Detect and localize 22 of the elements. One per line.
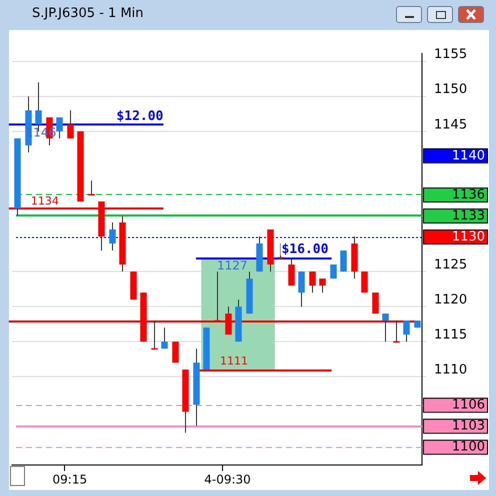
ref-line-label: 1127 bbox=[217, 258, 248, 273]
x-tick-label: 09:15 bbox=[52, 472, 88, 486]
y-tick-label: 1125 bbox=[434, 257, 468, 272]
ref-line-label: 1106 bbox=[452, 398, 485, 413]
annotation: $12.00 bbox=[116, 108, 164, 124]
y-tick-label: 1115 bbox=[434, 328, 468, 343]
y-tick-label: 1150 bbox=[434, 82, 468, 98]
ref-line-label: 1133 bbox=[452, 208, 485, 224]
x-tick-label: 4-09:30 bbox=[204, 472, 251, 486]
ref-line-label: 1103 bbox=[452, 418, 485, 434]
ref-line-label: 1130 bbox=[452, 229, 485, 244]
annotation: $16.00 bbox=[281, 242, 329, 257]
y-tick-label: 1120 bbox=[434, 292, 468, 308]
text: 1140 bbox=[452, 148, 485, 164]
ref-line-label: 1100 bbox=[452, 440, 485, 455]
chart-title: S.JP.J6305 - 1 Min bbox=[32, 6, 144, 21]
y-tick-label: 1155 bbox=[434, 47, 468, 62]
y-tick-label: 1145 bbox=[434, 117, 468, 132]
ref-line-label: 1136 bbox=[452, 187, 485, 202]
y-tick-label: 1110 bbox=[434, 362, 468, 378]
ref-line-label: 1111 bbox=[220, 354, 248, 368]
ref-line-label: 1134 bbox=[30, 194, 59, 208]
